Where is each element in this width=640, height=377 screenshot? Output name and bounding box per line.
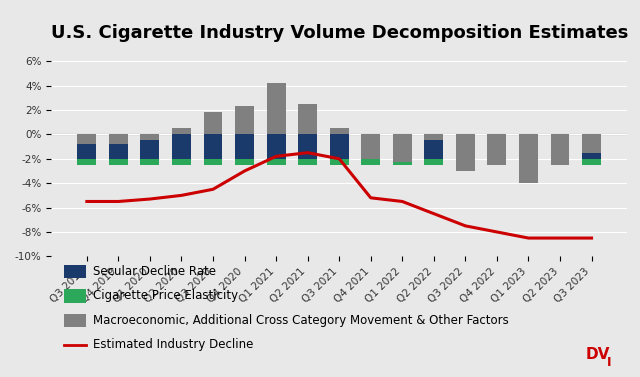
Bar <box>204 134 223 159</box>
Bar <box>362 159 380 165</box>
Bar <box>550 134 570 159</box>
Bar <box>362 134 380 159</box>
Bar <box>172 159 191 165</box>
Bar <box>109 134 128 144</box>
Bar <box>362 134 380 159</box>
Bar <box>77 134 96 159</box>
Bar <box>235 134 254 159</box>
Text: DV: DV <box>586 347 610 362</box>
Text: Estimated Industry Decline: Estimated Industry Decline <box>93 339 253 351</box>
Bar <box>109 134 128 159</box>
Bar <box>519 159 538 165</box>
Bar <box>330 134 349 159</box>
Bar <box>235 159 254 165</box>
Bar <box>267 83 285 134</box>
Bar <box>298 134 317 159</box>
Bar <box>298 104 317 134</box>
Bar <box>550 159 570 165</box>
Bar <box>330 159 349 165</box>
Bar <box>582 134 601 153</box>
Bar <box>456 134 475 171</box>
Bar <box>172 128 191 134</box>
Text: Macroeconomic, Additional Cross Category Movement & Other Factors: Macroeconomic, Additional Cross Category… <box>93 314 509 327</box>
Bar <box>109 159 128 165</box>
Bar <box>172 134 191 159</box>
Bar <box>456 159 475 165</box>
Bar <box>582 134 601 159</box>
Bar <box>488 134 506 159</box>
Bar <box>488 159 506 165</box>
Bar <box>330 128 349 134</box>
Bar <box>298 159 317 165</box>
Bar <box>393 134 412 162</box>
Bar <box>267 134 285 159</box>
Bar <box>393 134 412 159</box>
Text: Secular Decline Rate: Secular Decline Rate <box>93 265 216 278</box>
Bar <box>235 106 254 134</box>
Text: I: I <box>607 357 611 369</box>
Bar <box>424 159 444 165</box>
Bar <box>77 134 96 144</box>
Bar <box>519 134 538 183</box>
Bar <box>519 134 538 159</box>
Title: U.S. Cigarette Industry Volume Decomposition Estimates: U.S. Cigarette Industry Volume Decomposi… <box>51 24 628 42</box>
Bar <box>456 134 475 159</box>
Bar <box>550 134 570 165</box>
Text: Cigarette Price Elasticity: Cigarette Price Elasticity <box>93 290 238 302</box>
Bar <box>424 134 444 159</box>
Bar <box>393 159 412 165</box>
Bar <box>140 159 159 165</box>
Bar <box>204 112 223 134</box>
Bar <box>140 134 159 159</box>
Bar <box>77 159 96 165</box>
Bar <box>424 134 444 141</box>
Bar <box>204 159 223 165</box>
Bar <box>488 134 506 165</box>
Bar <box>267 159 285 165</box>
Bar <box>582 159 601 165</box>
Bar <box>140 134 159 141</box>
